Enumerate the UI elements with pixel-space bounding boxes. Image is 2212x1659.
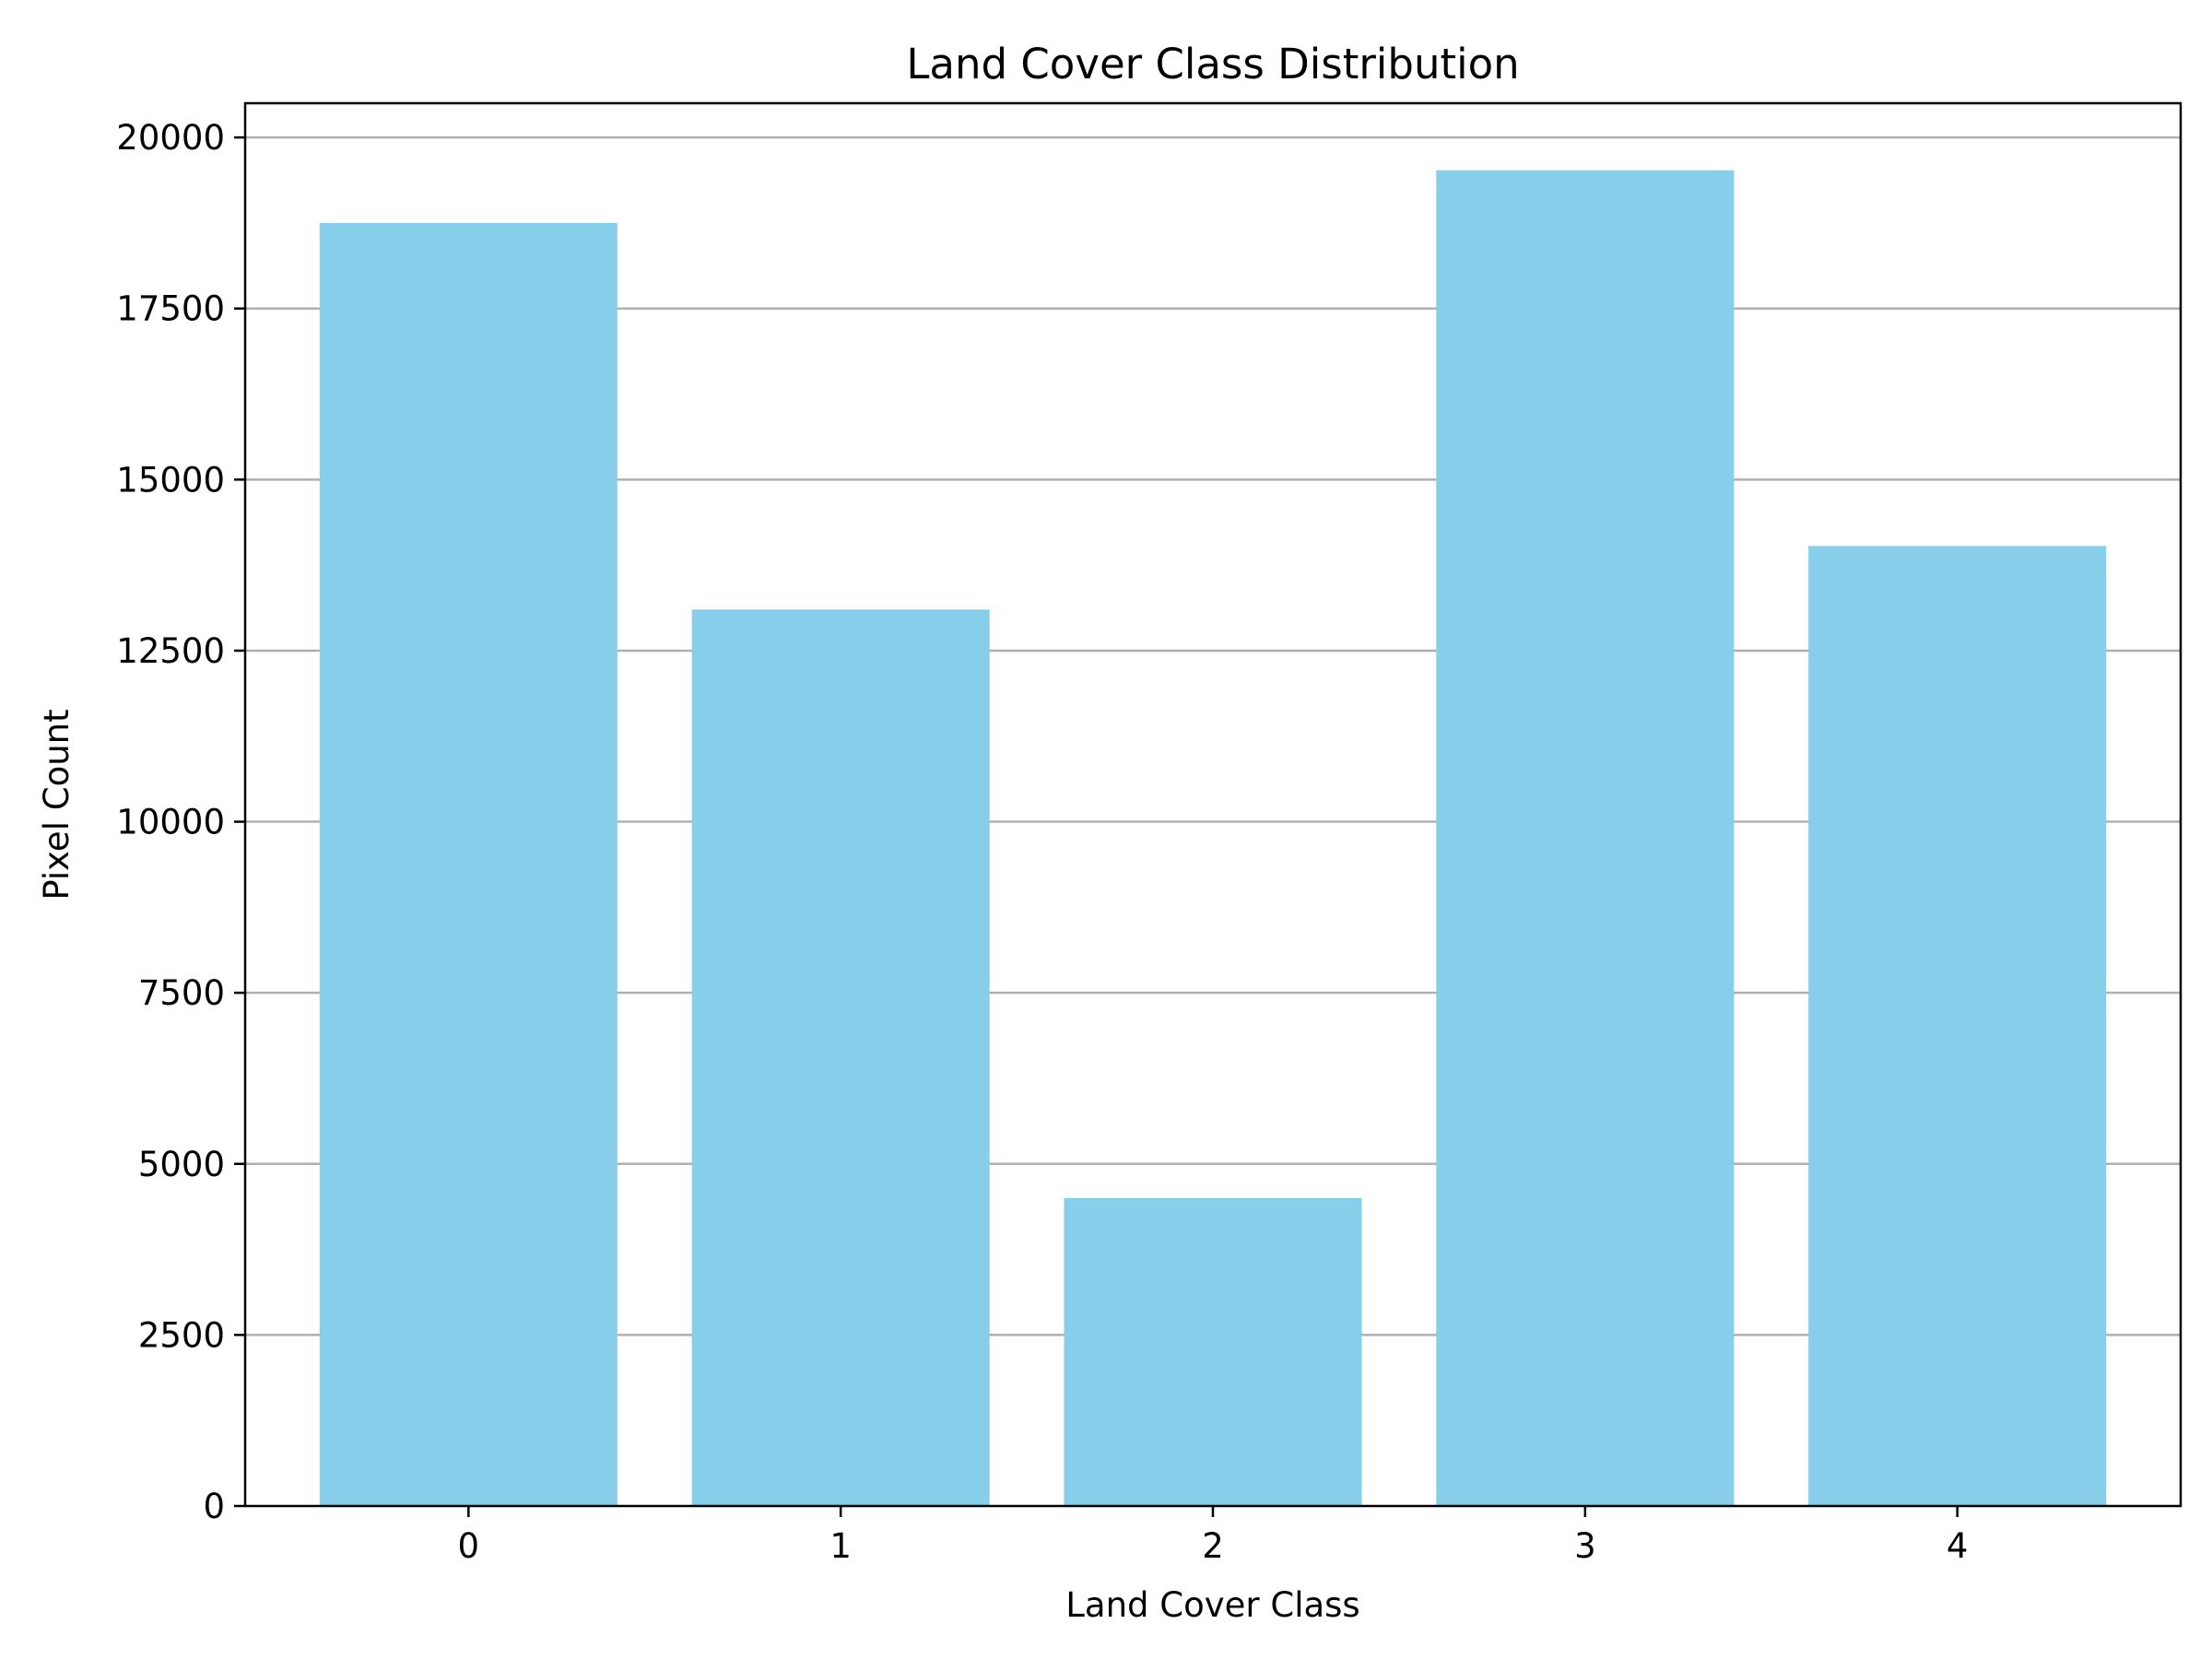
- y-tick-label: 20000: [116, 118, 225, 158]
- y-tick-label: 5000: [138, 1145, 225, 1184]
- bars: [319, 170, 2107, 1506]
- bar-class-2: [1064, 1197, 1362, 1506]
- bar-class-0: [319, 222, 618, 1506]
- x-tick-label: 4: [1947, 1526, 1969, 1566]
- x-tick-label: 0: [458, 1526, 480, 1566]
- x-tick-label: 1: [830, 1526, 852, 1566]
- y-tick-label: 17500: [116, 289, 225, 329]
- y-tick-label: 12500: [116, 631, 225, 671]
- x-tick-label: 3: [1574, 1526, 1596, 1566]
- x-axis-ticks: 0 1 2 3 4: [458, 1506, 1969, 1566]
- bar-class-3: [1436, 170, 1735, 1506]
- y-axis-ticks: 0 2500 5000 7500 10000 12500 15000 17500 20000: [116, 118, 245, 1526]
- y-tick-label: 2500: [138, 1315, 225, 1355]
- bar-class-1: [691, 609, 990, 1506]
- y-tick-label: 0: [203, 1487, 225, 1526]
- y-tick-label: 10000: [116, 803, 225, 842]
- y-tick-label: 7500: [138, 973, 225, 1013]
- bar-class-4: [1808, 546, 2107, 1506]
- x-axis-label: Land Cover Class: [1065, 1585, 1359, 1625]
- y-tick-label: 15000: [116, 460, 225, 500]
- chart-title: Land Cover Class Distribution: [906, 40, 1519, 88]
- y-axis-label: Pixel Count: [37, 709, 76, 900]
- x-tick-label: 2: [1202, 1526, 1224, 1566]
